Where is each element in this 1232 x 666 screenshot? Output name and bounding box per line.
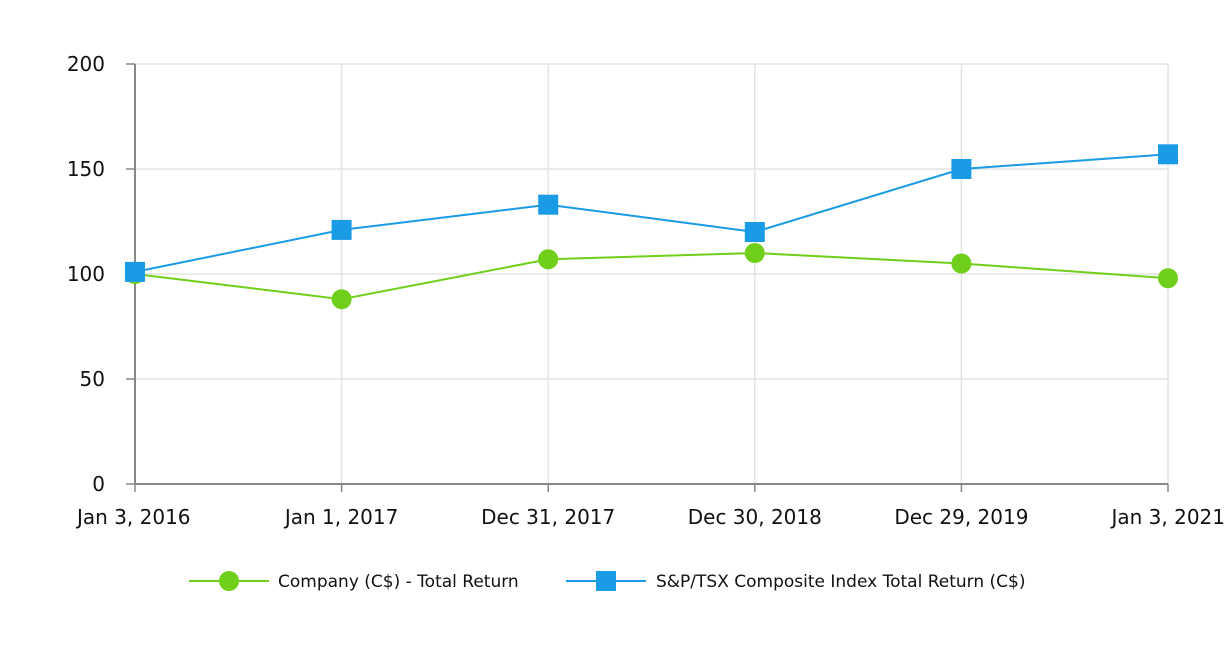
x-tick-label: Dec 29, 2019 (894, 505, 1028, 529)
legend: Company (C$) - Total Return S&P/TSX Compo… (189, 571, 1025, 592)
x-tick-label: Jan 3, 2021 (1109, 505, 1225, 529)
series (125, 144, 1178, 310)
data-point (951, 253, 972, 274)
x-tick-label: Jan 1, 2017 (283, 505, 399, 529)
data-point (1158, 144, 1178, 165)
y-tick-label: 0 (92, 472, 105, 496)
y-tick-label: 200 (67, 52, 105, 76)
data-point (538, 194, 559, 215)
legend-label: Company (C$) - Total Return (278, 572, 519, 592)
series-company (125, 243, 1178, 310)
legend-marker (596, 571, 616, 591)
series-index (125, 144, 1178, 282)
data-point (331, 219, 352, 240)
series-line (134, 153, 1169, 273)
gridlines (135, 63, 1169, 484)
axes: 0 50 100 150 200 Jan 3, 2016 Jan 1, 2017 Dec 31… (67, 52, 1225, 529)
data-point (744, 243, 765, 263)
data-point (1158, 268, 1178, 289)
y-tick-label: 150 (67, 157, 105, 181)
legend-item: S&P/TSX Composite Index Total Return (C$… (566, 571, 1025, 592)
x-tick-label: Dec 30, 2018 (688, 505, 822, 529)
y-tick-label: 100 (67, 262, 105, 286)
legend-label: S&P/TSX Composite Index Total Return (C$… (656, 572, 1025, 592)
data-point (331, 289, 352, 310)
x-tick-label: Jan 3, 2016 (75, 505, 191, 529)
legend-item: Company (C$) - Total Return (189, 571, 519, 592)
x-tick-label: Dec 31, 2017 (481, 505, 615, 529)
series-line (134, 251, 1169, 301)
data-point (538, 249, 559, 270)
data-point (951, 159, 972, 179)
y-tick-label: 50 (80, 367, 105, 391)
legend-marker (219, 571, 239, 591)
data-point (744, 222, 765, 242)
data-point (125, 261, 145, 282)
